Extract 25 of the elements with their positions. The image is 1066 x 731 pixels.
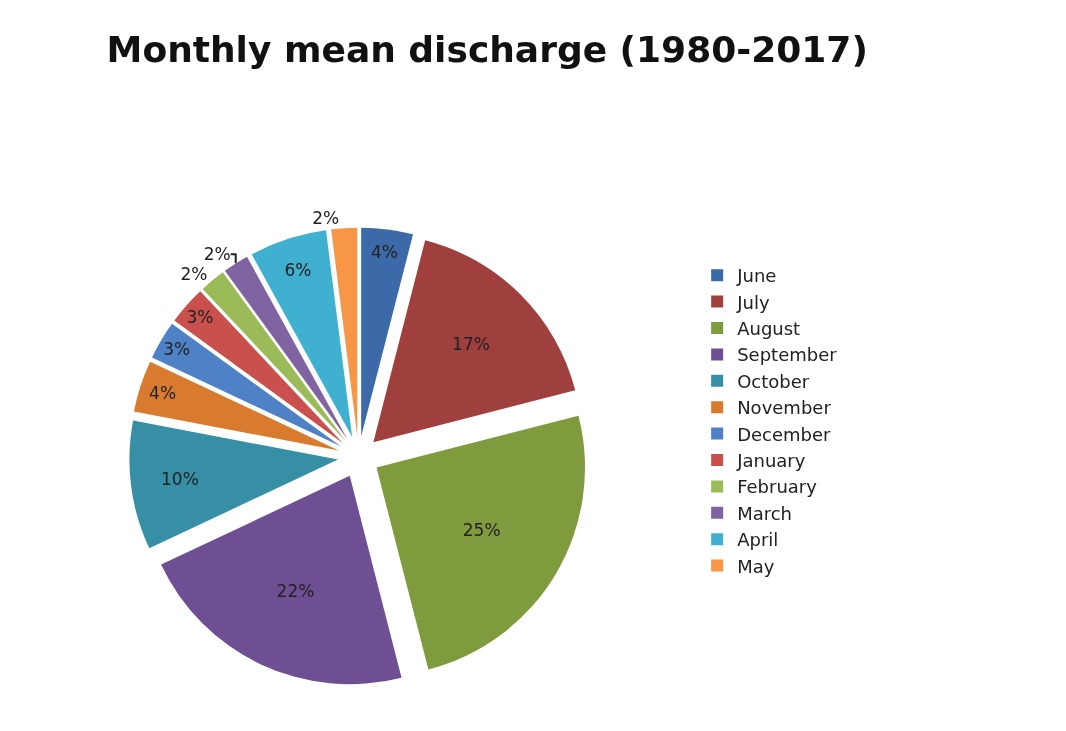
data-label: 4% — [149, 383, 177, 404]
data-label: 2% — [180, 264, 208, 285]
data-label: 2% — [203, 244, 231, 265]
data-label: 10% — [161, 469, 199, 490]
legend-label: January — [736, 450, 806, 472]
data-label: 3% — [186, 307, 214, 328]
legend-label: June — [736, 265, 777, 287]
legend-label: October — [737, 370, 810, 392]
legend-label: March — [737, 502, 793, 524]
legend-label: February — [737, 476, 818, 498]
legend-label: December — [737, 423, 832, 445]
legend-label: August — [737, 318, 801, 340]
legend-label: November — [737, 397, 832, 419]
chart-title: Monthly mean discharge (1980-2017) — [106, 28, 868, 70]
data-label: 6% — [284, 260, 312, 281]
data-label: 22% — [276, 580, 315, 601]
data-label: 4% — [370, 242, 398, 263]
legend-label: September — [737, 344, 838, 366]
data-label: 3% — [163, 339, 191, 360]
data-label: 2% — [312, 208, 340, 229]
legend-label: May — [737, 555, 775, 577]
legend-label: July — [736, 291, 770, 313]
data-label: 17% — [452, 334, 490, 355]
legend-label: April — [737, 529, 779, 551]
data-label: 25% — [462, 519, 501, 540]
